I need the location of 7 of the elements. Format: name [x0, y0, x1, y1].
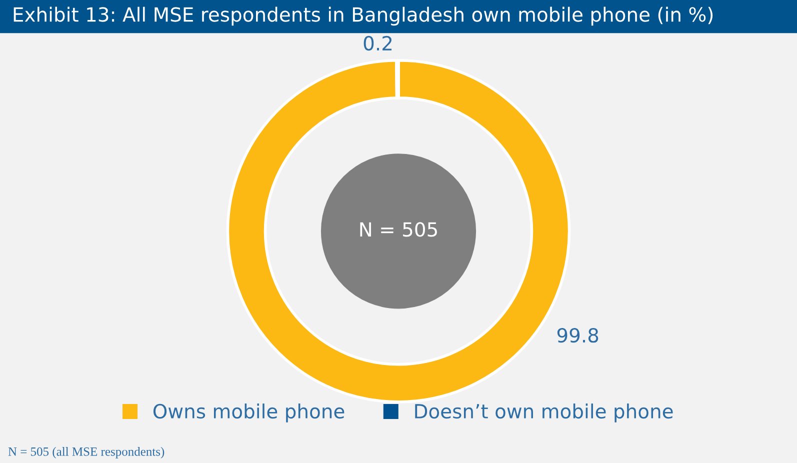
legend-label: Owns mobile phone: [153, 404, 344, 422]
text: N = 505 (all MSE respondents): [8, 447, 164, 458]
data-label: 0.2: [364, 36, 392, 51]
chart-title: Exhibit 13: All MSE respondents in Bangladesh own mobile phone (in %): [14, 6, 713, 26]
data-label: 99.8: [557, 328, 598, 343]
text: N = 505: [360, 222, 437, 237]
legend-label: Doesn’t own mobile phone: [415, 404, 673, 422]
